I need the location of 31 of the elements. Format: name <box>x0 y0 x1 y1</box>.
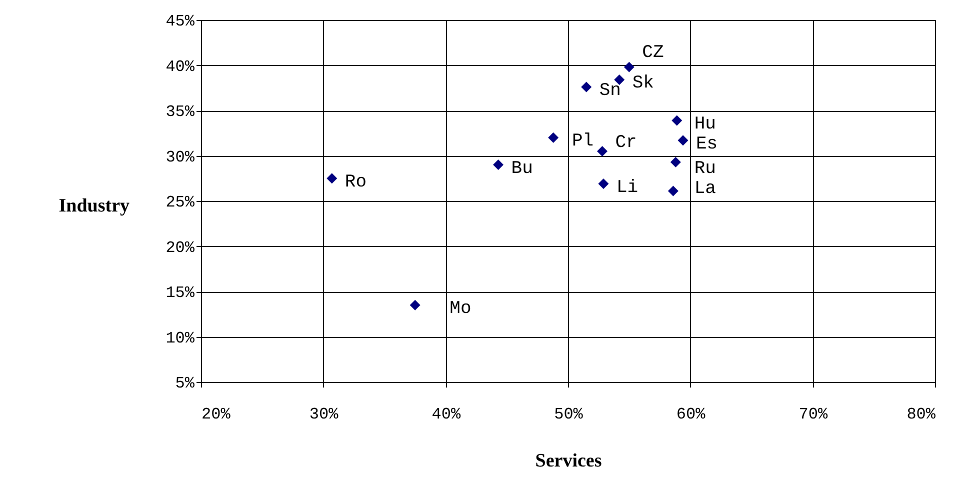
annotation: Ro <box>344 172 367 192</box>
annotation: Sn <box>599 80 621 101</box>
x-tick-label: 30% <box>309 406 339 424</box>
annotation: Bu <box>511 158 533 179</box>
y-tick-label: 5% <box>175 374 195 392</box>
x-tick-label: 40% <box>432 406 461 424</box>
annotation: La <box>694 179 716 200</box>
annotation: Sk <box>632 74 654 94</box>
y-tick-label: 20% <box>166 238 195 257</box>
x-tick-label: 60% <box>676 406 706 424</box>
x-tick-label: 80% <box>906 406 936 424</box>
annotation: Li <box>616 178 638 198</box>
y-axis-title: Industry <box>58 196 130 216</box>
annotation: Pl <box>572 132 594 152</box>
annotation: Hu <box>694 114 716 134</box>
y-tick-label: 15% <box>166 284 195 302</box>
y-tick-label: 10% <box>166 329 195 348</box>
y-tick-label: 40% <box>166 58 195 76</box>
x-tick-label: 50% <box>554 406 584 424</box>
y-tick-label: 45% <box>166 12 195 30</box>
y-tick-label: 30% <box>166 148 195 166</box>
annotation: Mo <box>450 299 472 320</box>
y-tick-label: 25% <box>166 194 195 212</box>
annotation: CZ <box>642 43 664 64</box>
annotation: Es <box>696 134 718 154</box>
x-tick-label: 20% <box>202 406 231 424</box>
annotation: Cr <box>615 133 637 154</box>
annotation: Ru <box>694 159 716 180</box>
x-axis-title: Services <box>535 450 602 472</box>
y-tick-label: 35% <box>166 103 195 121</box>
x-tick-label: 70% <box>798 406 828 424</box>
